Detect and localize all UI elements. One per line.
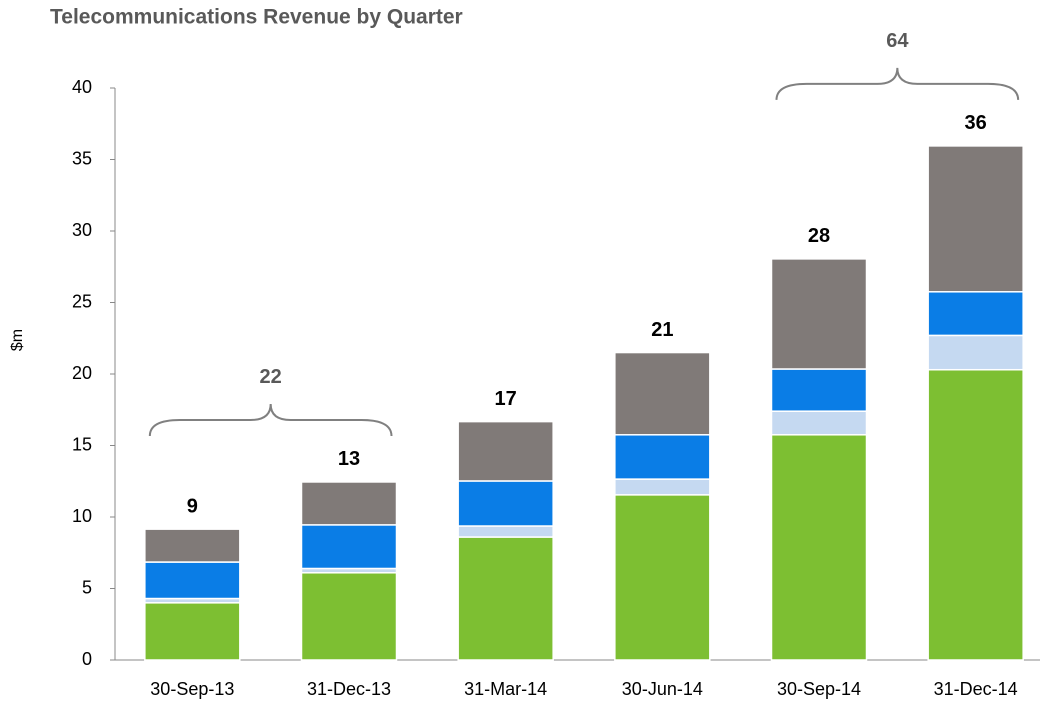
bar-segment [144, 602, 241, 661]
bar-segment [927, 291, 1024, 337]
bar-segment [770, 258, 868, 370]
bar-segment [457, 420, 554, 482]
y-tick-label: 5 [82, 577, 92, 597]
y-tick-label: 30 [72, 220, 92, 240]
y-tick-label: 0 [82, 649, 92, 669]
x-tick-label: 31-Dec-14 [934, 679, 1018, 699]
total-label: 17 [495, 388, 517, 410]
bar-segment [614, 494, 711, 661]
y-tick-label: 20 [72, 363, 92, 383]
bar-segment [457, 525, 554, 538]
y-tick-label: 15 [72, 434, 92, 454]
x-tick-label: 30-Sep-14 [777, 679, 861, 699]
y-tick-label: 10 [72, 506, 92, 526]
bar-segment [614, 434, 711, 480]
bar-segment [144, 528, 241, 563]
bar-segment [614, 351, 711, 436]
annotation-label: 22 [260, 366, 282, 388]
total-label: 13 [338, 448, 360, 470]
annotation-label: 64 [886, 30, 909, 52]
y-tick-label: 35 [72, 148, 92, 168]
brace [775, 67, 1020, 101]
y-tick-label: 25 [72, 291, 92, 311]
bar-segment [457, 480, 554, 527]
bar-segment [927, 368, 1024, 661]
total-label: 21 [651, 319, 673, 341]
x-tick-label: 30-Jun-14 [622, 679, 703, 699]
bar-segment [770, 434, 868, 661]
x-tick-label: 31-Dec-13 [307, 679, 391, 699]
bar-segment [144, 561, 241, 600]
total-label: 28 [808, 225, 830, 247]
chart-title: Telecommunications Revenue by Quarter [50, 6, 463, 29]
bar-segment [300, 481, 398, 526]
bar-segment [927, 334, 1024, 371]
bar-segment [614, 478, 711, 496]
x-tick-label: 30-Sep-13 [150, 679, 234, 699]
y-axis-label: $m [9, 329, 26, 351]
bar-segment [770, 368, 868, 412]
bar-segment [927, 145, 1024, 293]
total-label: 36 [965, 112, 987, 134]
y-tick-label: 40 [72, 77, 92, 97]
bar-segment [300, 524, 398, 570]
total-label: 9 [187, 495, 198, 517]
x-tick-label: 31-Mar-14 [464, 679, 547, 699]
bar-segment [300, 572, 398, 661]
brace [148, 403, 393, 437]
bar-segment [457, 536, 554, 661]
bar-segment [770, 410, 868, 436]
